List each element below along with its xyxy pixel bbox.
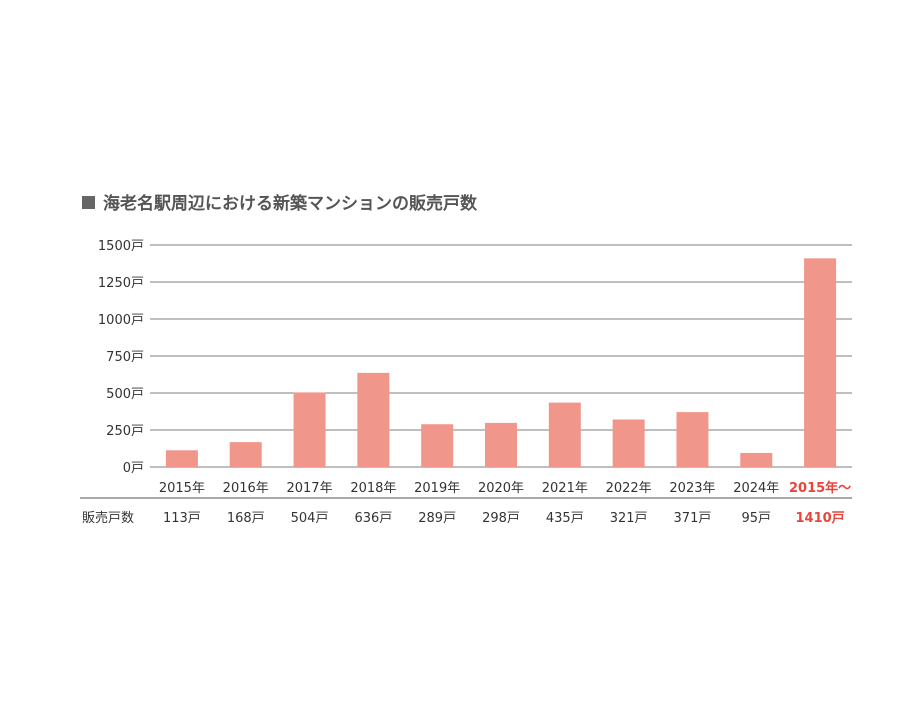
value-label: 371戸 [674, 511, 712, 526]
value-label: 504戸 [291, 511, 329, 526]
y-tick-label: 1250戸 [98, 276, 144, 291]
bar [229, 442, 262, 467]
bar [485, 422, 517, 467]
value-label: 435戸 [546, 511, 584, 526]
x-axis-ticks: 2015年 2016年 2017年 2018年 2019年 2020年 2021年 2022年… [159, 480, 851, 496]
x-tick-label: 2015年 [159, 481, 205, 496]
value-label: 321戸 [610, 511, 648, 526]
y-tick-label: 500戸 [106, 387, 144, 402]
x-tick-label: 2021年 [542, 481, 588, 496]
bar [612, 419, 645, 467]
x-tick-label: 2024年 [733, 481, 779, 496]
value-label: 113戸 [163, 511, 201, 526]
y-tick-label: 750戸 [106, 350, 144, 365]
bar [804, 258, 837, 467]
value-label: 289戸 [418, 511, 456, 526]
chart-title: 海老名駅周辺における新築マンションの販売戸数 [103, 193, 478, 214]
bar [740, 452, 773, 467]
x-tick-label: 2020年 [478, 481, 524, 496]
value-row: 113戸 168戸 504戸 636戸 289戸 298戸 435戸 321戸 371戸 95戸 1… [163, 511, 845, 526]
bar [548, 402, 581, 467]
bars [165, 258, 837, 467]
bar [357, 372, 390, 467]
x-tick-label: 2016年 [223, 481, 269, 496]
bar [165, 450, 198, 467]
y-tick-label: 1000戸 [98, 313, 144, 328]
bar [421, 424, 454, 467]
y-tick-label: 0戸 [123, 461, 144, 476]
value-label: 636戸 [354, 511, 392, 526]
value-label: 168戸 [227, 511, 265, 526]
bar [293, 392, 326, 467]
row-label: 販売戸数 [82, 510, 134, 526]
y-tick-label: 250戸 [106, 424, 144, 439]
value-label: 298戸 [482, 511, 520, 526]
title-marker-icon [82, 196, 95, 209]
x-tick-label: 2015年～ [789, 480, 851, 496]
y-axis-ticks: 0戸 250戸 500戸 750戸 1000戸 1250戸 1500戸 [98, 239, 144, 476]
x-tick-label: 2022年 [606, 481, 652, 496]
x-tick-label: 2023年 [669, 481, 715, 496]
x-tick-label: 2018年 [350, 481, 396, 496]
value-label: 1410戸 [795, 511, 844, 526]
x-tick-label: 2019年 [414, 481, 460, 496]
y-tick-label: 1500戸 [98, 239, 144, 254]
value-label: 95戸 [741, 511, 771, 526]
x-tick-label: 2017年 [286, 481, 332, 496]
bar [676, 412, 709, 467]
gridlines [150, 244, 852, 468]
